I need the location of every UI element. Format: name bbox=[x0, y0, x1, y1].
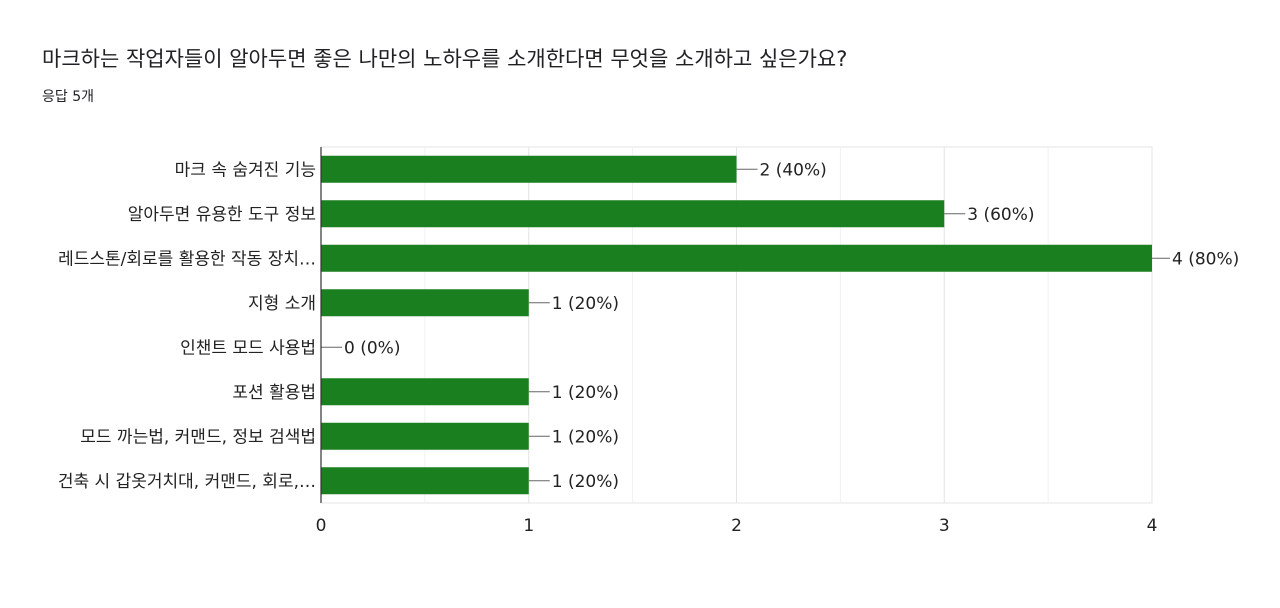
response-count: 응답 5개 bbox=[42, 89, 94, 105]
x-tick-label: 0 bbox=[316, 516, 327, 536]
value-label: 2 (40%) bbox=[760, 160, 827, 180]
x-tick-label: 3 bbox=[939, 516, 950, 536]
bar bbox=[321, 155, 737, 183]
value-label: 4 (80%) bbox=[1172, 249, 1239, 269]
value-label: 3 (60%) bbox=[967, 205, 1034, 225]
value-label: 1 (20%) bbox=[552, 294, 619, 314]
bar bbox=[321, 289, 529, 317]
category-label: 마크 속 숨겨진 기능 bbox=[175, 160, 316, 180]
x-tick-label: 2 bbox=[731, 516, 742, 536]
category-label: 모드 까는법, 커맨드, 정보 검색법 bbox=[80, 427, 316, 447]
chart-header: 마크하는 작업자들이 알아두면 좋은 나만의 노하우를 소개한다면 무엇을 소개… bbox=[42, 44, 1242, 106]
chart-title: 마크하는 작업자들이 알아두면 좋은 나만의 노하우를 소개한다면 무엇을 소개… bbox=[42, 47, 848, 71]
bar bbox=[321, 200, 945, 228]
category-label: 레드스톤/회로를 활용한 작동 장치… bbox=[58, 249, 316, 269]
value-label: 0 (0%) bbox=[344, 338, 400, 358]
bar bbox=[321, 378, 529, 406]
category-label: 알아두면 유용한 도구 정보 bbox=[128, 205, 316, 225]
bar bbox=[321, 244, 1152, 272]
value-label: 1 (20%) bbox=[552, 427, 619, 447]
value-label: 1 (20%) bbox=[552, 383, 619, 403]
bar bbox=[321, 422, 529, 450]
bar bbox=[321, 467, 529, 495]
category-label: 건축 시 갑옷거치대, 커맨드, 회로,… bbox=[58, 472, 316, 492]
x-tick-label: 4 bbox=[1147, 516, 1158, 536]
value-label: 1 (20%) bbox=[552, 472, 619, 492]
category-label: 지형 소개 bbox=[248, 294, 316, 314]
category-label: 포션 활용법 bbox=[232, 383, 316, 403]
category-label: 인챈트 모드 사용법 bbox=[180, 338, 316, 358]
x-tick-label: 1 bbox=[523, 516, 534, 536]
